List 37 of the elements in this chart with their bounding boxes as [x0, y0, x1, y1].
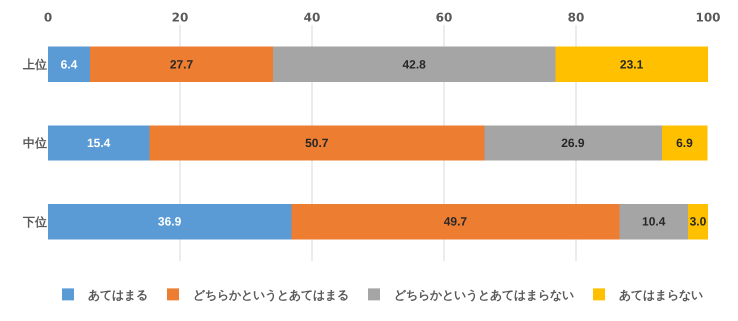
data-label: 27.7 — [170, 57, 194, 72]
bar — [662, 125, 708, 161]
x-tick-label: 40 — [304, 10, 320, 25]
bar — [48, 125, 150, 161]
x-tick-label: 20 — [172, 10, 188, 25]
bar — [48, 46, 90, 82]
bar — [556, 46, 708, 82]
bar — [688, 204, 708, 240]
data-label: 3.0 — [690, 214, 707, 229]
legend-label: どちらかというとあてはまる — [193, 288, 349, 302]
x-tick-label: 0 — [44, 10, 52, 25]
y-tick-label: 中位 — [23, 136, 47, 150]
bar — [484, 125, 662, 161]
data-label: 15.4 — [86, 136, 111, 150]
x-tick-label: 100 — [695, 10, 721, 25]
data-label: 6.4 — [60, 57, 78, 72]
bar — [90, 46, 274, 82]
x-tick-label: 60 — [436, 10, 452, 25]
legend-label: あてはまらない — [619, 288, 703, 302]
legend-label: どちらかというとあてはまらない — [394, 288, 574, 302]
data-label: 6.9 — [676, 136, 694, 150]
bar — [150, 125, 484, 161]
data-label: 42.8 — [402, 57, 426, 72]
x-tick-label: 80 — [568, 10, 584, 25]
bar — [292, 204, 620, 240]
bar — [273, 46, 556, 82]
data-label: 50.7 — [305, 136, 329, 150]
data-label: 49.7 — [444, 214, 468, 229]
legend-label: あてはまる — [88, 288, 148, 302]
y-tick-label: 下位 — [22, 214, 47, 229]
bar — [48, 204, 292, 240]
y-tick-label: 上位 — [22, 58, 47, 72]
data-label: 23.1 — [620, 57, 644, 72]
data-label: 36.9 — [158, 214, 182, 229]
data-label: 10.4 — [642, 214, 666, 229]
data-label: 26.9 — [561, 136, 585, 150]
bar — [620, 204, 688, 240]
